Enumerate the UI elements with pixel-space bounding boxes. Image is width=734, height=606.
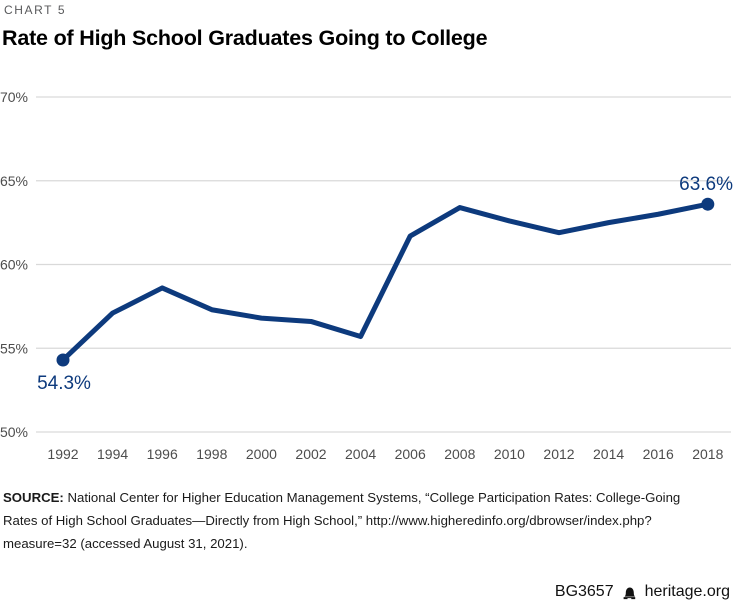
x-tick-label: 1996 xyxy=(147,446,178,462)
x-tick-label: 2016 xyxy=(643,446,674,462)
y-tick-label: 50% xyxy=(0,424,28,440)
source-line-3: measure=32 (accessed August 31, 2021). xyxy=(3,536,248,551)
document-id: BG3657 xyxy=(554,583,614,600)
chart-kicker: CHART 5 xyxy=(4,3,67,17)
x-tick-label: 1998 xyxy=(196,446,227,462)
x-tick-label: 2008 xyxy=(444,446,475,462)
source-line-2: Rates of High School Graduates—Directly … xyxy=(3,513,652,528)
last-data-point-marker xyxy=(701,197,715,211)
y-tick-label: 65% xyxy=(0,173,28,189)
x-tick-label: 2002 xyxy=(295,446,326,462)
x-tick-label: 2000 xyxy=(246,446,277,462)
x-tick-label: 1992 xyxy=(47,446,78,462)
data-series-line xyxy=(60,201,711,363)
x-tick-label: 2012 xyxy=(543,446,574,462)
first-data-point-label: 54.3% xyxy=(37,373,91,394)
source-line-1-text: National Center for Higher Education Man… xyxy=(63,490,681,505)
y-tick-label: 60% xyxy=(0,257,28,273)
x-tick-label: 1994 xyxy=(97,446,128,462)
source-line-1: SOURCE: National Center for Higher Educa… xyxy=(3,486,734,509)
site-link[interactable]: heritage.org xyxy=(644,583,730,600)
chart-title: Rate of High School Graduates Going to C… xyxy=(2,26,488,50)
last-data-point-label: 63.6% xyxy=(679,174,733,195)
x-tick-label: 2004 xyxy=(345,446,376,462)
y-tick-label: 55% xyxy=(0,340,28,356)
source-note: SOURCE: National Center for Higher Educa… xyxy=(3,486,734,555)
x-tick-label: 2014 xyxy=(593,446,624,462)
y-tick-label: 70% xyxy=(0,89,28,105)
x-tick-label: 2010 xyxy=(494,446,525,462)
x-tick-label: 2018 xyxy=(692,446,723,462)
first-data-point-marker xyxy=(56,353,70,367)
footer: BG3657 heritage.org xyxy=(555,583,730,601)
heritage-bell-icon xyxy=(623,587,635,600)
line-chart: 50% 55% 60% 65% 70% 1992 1994 1996 1998 2000 2002 2… xyxy=(0,89,733,462)
x-tick-label: 2006 xyxy=(395,446,426,462)
source-label: SOURCE: xyxy=(3,490,64,505)
